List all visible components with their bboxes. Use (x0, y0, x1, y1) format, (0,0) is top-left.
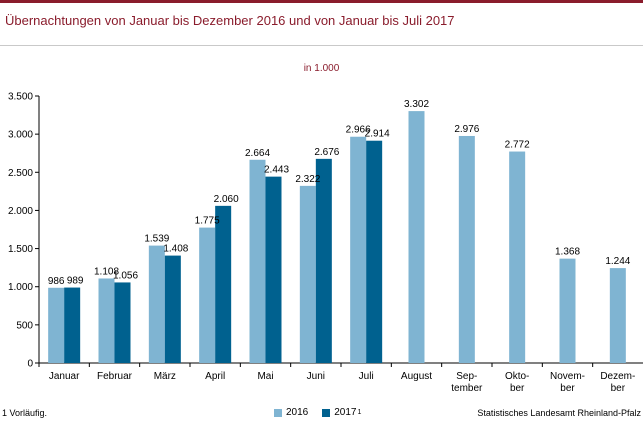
chart-title: Übernachtungen von Januar bis Dezember 2… (5, 13, 455, 28)
bars (48, 111, 626, 363)
y-tick-label: 1.500 (8, 244, 33, 255)
source-note: Statistisches Landesamt Rheinland-Pfalz (477, 408, 641, 418)
legend-footnote-mark: 1 (357, 409, 362, 416)
y-tick-label: 500 (16, 320, 33, 331)
top-rule (0, 0, 643, 3)
legend-label-2016: 2016 (286, 407, 309, 418)
bar-2016 (199, 227, 216, 363)
bar-label-2016: 1.108 (94, 266, 119, 277)
y-tick-label: 0 (27, 359, 33, 370)
bar-label-2016: 2.664 (245, 148, 270, 159)
legend: 2016 2017 1 (274, 407, 375, 418)
x-tick-label: Okto- (505, 371, 529, 382)
y-axis: 0 500 1.000 1.500 2.000 2.500 3.000 3.500 (8, 92, 40, 370)
y-tick-label: 2.000 (8, 206, 33, 217)
x-tick-label: Dezem- (600, 371, 635, 382)
bar-label-2016: 1.244 (605, 256, 630, 267)
bar-2016 (559, 258, 576, 363)
bar-2016 (48, 287, 65, 363)
bar-2017 (114, 282, 131, 363)
y-tick-label: 3.000 (8, 130, 33, 141)
x-tick-label: August (401, 371, 432, 382)
legend-label-2017: 2017 (334, 407, 357, 418)
bar-label-2016: 2.322 (295, 174, 320, 185)
bar-label-2017: 1.408 (163, 244, 188, 255)
bar-label-2016: 2.772 (505, 140, 530, 151)
x-tick-label: März (154, 371, 176, 382)
title-divider (0, 45, 643, 46)
bar-2016 (509, 151, 526, 363)
bar-label-2016: 1.539 (144, 234, 169, 245)
x-tick-label: ber (611, 383, 626, 394)
footnote: 1 Vorläufig. (2, 408, 48, 418)
bar-2016 (148, 245, 165, 363)
x-tick-label: April (205, 371, 225, 382)
bar-label-2017: 2.914 (365, 129, 390, 140)
bar-2016 (408, 111, 425, 363)
x-tick-label: tember (451, 383, 483, 394)
bar-2017 (265, 176, 282, 363)
bar-2017 (164, 255, 181, 363)
bar-label-2016: 2.976 (454, 124, 479, 135)
x-tick-label: Juni (307, 371, 325, 382)
y-tick-label: 2.500 (8, 168, 33, 179)
bar-label-2017: 2.676 (314, 147, 339, 158)
bar-label-2016: 3.302 (404, 99, 429, 110)
bar-2017 (215, 205, 232, 363)
bar-label-2016: 1.775 (195, 216, 220, 227)
bar-2016 (609, 268, 626, 363)
x-tick-label: ber (510, 383, 525, 394)
bar-2016 (299, 185, 316, 363)
bar-2016 (249, 159, 266, 363)
bar-label-2017: 2.443 (264, 165, 289, 176)
legend-item-2017: 2017 1 (322, 407, 361, 418)
bar-2016 (458, 135, 475, 363)
x-axis: Januar Februar März April Mai Juni Juli August S… (38, 362, 643, 394)
legend-swatch-2016 (274, 408, 282, 417)
legend-item-2016: 2016 (274, 407, 308, 418)
x-tick-label: ber (560, 383, 575, 394)
y-tick-label: 1.000 (8, 282, 33, 293)
bar-label-2016: 986 (48, 276, 65, 287)
x-tick-label: Februar (97, 371, 133, 382)
bar-label-2017: 1.056 (113, 270, 138, 281)
bar-2016 (98, 278, 115, 363)
unit-label: in 1.000 (303, 63, 340, 74)
x-tick-label: Novem- (550, 371, 585, 382)
y-tick-label: 3.500 (8, 92, 33, 103)
bar-label-2017: 989 (67, 276, 84, 287)
bar-2016 (350, 136, 367, 363)
x-tick-label: Sep- (456, 371, 477, 382)
bar-label-2016: 1.368 (555, 247, 580, 258)
bar-2017 (64, 287, 81, 363)
bar-label-2017: 2.060 (214, 194, 239, 205)
bar-2017 (315, 158, 332, 363)
x-tick-label: Januar (49, 371, 80, 382)
bar-label-2016: 2.966 (346, 125, 371, 136)
bar-2017 (366, 140, 383, 363)
legend-swatch-2017 (322, 408, 331, 417)
x-tick-label: Juli (359, 371, 374, 382)
x-tick-label: Mai (257, 371, 273, 382)
